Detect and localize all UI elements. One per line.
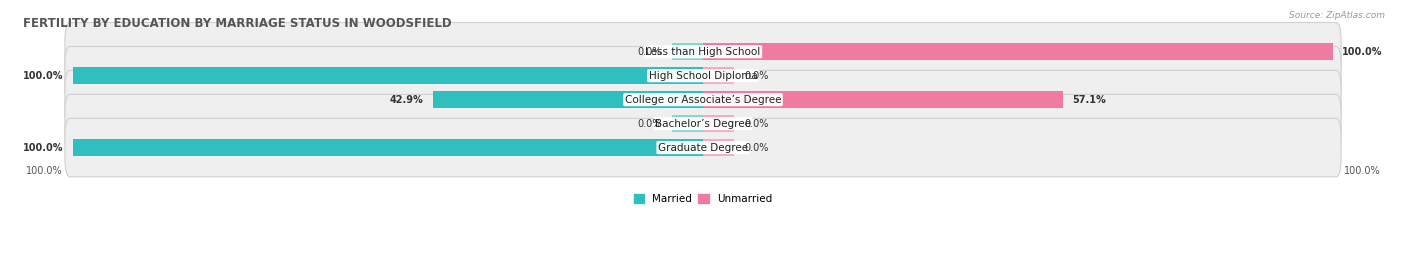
Bar [703, 139, 734, 156]
Text: Graduate Degree: Graduate Degree [658, 143, 748, 153]
Bar [433, 91, 703, 108]
Bar [73, 139, 703, 156]
Text: 0.0%: 0.0% [744, 71, 768, 81]
Text: 100.0%: 100.0% [22, 143, 63, 153]
FancyBboxPatch shape [65, 23, 1341, 81]
Text: 0.0%: 0.0% [744, 119, 768, 129]
Text: High School Diploma: High School Diploma [648, 71, 758, 81]
Text: 100.0%: 100.0% [25, 166, 62, 176]
Bar [703, 115, 734, 132]
Text: 0.0%: 0.0% [744, 143, 768, 153]
Bar [672, 115, 703, 132]
Legend: Married, Unmarried: Married, Unmarried [630, 190, 776, 208]
Text: 100.0%: 100.0% [1343, 47, 1384, 57]
Text: 0.0%: 0.0% [638, 119, 662, 129]
Text: 57.1%: 57.1% [1073, 95, 1107, 105]
Bar [703, 91, 1063, 108]
Text: 42.9%: 42.9% [389, 95, 423, 105]
Text: 0.0%: 0.0% [638, 47, 662, 57]
FancyBboxPatch shape [65, 70, 1341, 129]
Bar [703, 67, 734, 84]
FancyBboxPatch shape [65, 94, 1341, 153]
Text: Less than High School: Less than High School [645, 47, 761, 57]
Text: Source: ZipAtlas.com: Source: ZipAtlas.com [1289, 11, 1385, 20]
FancyBboxPatch shape [65, 47, 1341, 105]
Bar [73, 67, 703, 84]
Text: 100.0%: 100.0% [22, 71, 63, 81]
Text: 100.0%: 100.0% [1344, 166, 1381, 176]
FancyBboxPatch shape [65, 118, 1341, 177]
Bar [672, 43, 703, 60]
Text: College or Associate’s Degree: College or Associate’s Degree [624, 95, 782, 105]
Text: Bachelor’s Degree: Bachelor’s Degree [655, 119, 751, 129]
Bar [703, 43, 1333, 60]
Text: FERTILITY BY EDUCATION BY MARRIAGE STATUS IN WOODSFIELD: FERTILITY BY EDUCATION BY MARRIAGE STATU… [22, 17, 451, 30]
